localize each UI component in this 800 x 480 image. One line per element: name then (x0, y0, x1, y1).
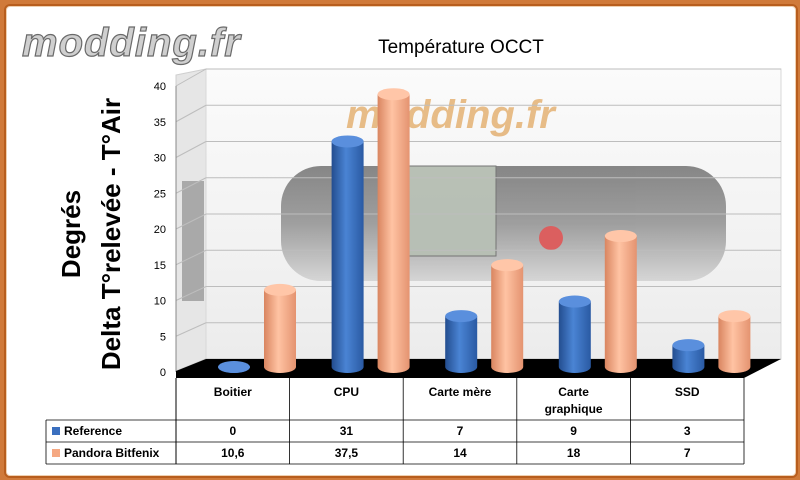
gridline-side (175, 213, 207, 230)
chart-frame: modding.fr Température OCCT Degrés Delta… (4, 4, 798, 478)
legend-swatch (52, 449, 60, 457)
bar-pandora-2 (491, 259, 524, 373)
gridline-side (175, 322, 207, 337)
bar-reference-3 (558, 295, 591, 373)
legend-label: Reference (64, 424, 122, 438)
chart: modding.fr Température OCCT Degrés Delta… (21, 20, 782, 465)
bar-reference-4 (672, 339, 705, 373)
gridline-side (175, 177, 207, 194)
y-tick-label: 5 (160, 331, 166, 343)
y-tick-label: 35 (154, 117, 166, 129)
x-tick-label: graphique (545, 402, 603, 416)
watermark-logo: modding.fr (22, 21, 242, 65)
bar-pandora-1 (377, 88, 410, 373)
gridline-side (175, 104, 207, 123)
table-cell: 7 (684, 446, 691, 460)
bar-reference-0 (218, 361, 250, 373)
table-cell: 14 (453, 446, 467, 460)
y-axis-label-line1: Degrés (56, 190, 86, 278)
gridline-side (175, 286, 207, 301)
y-axis-ticks: 0 5 10 15 20 25 30 35 40 (154, 81, 177, 379)
table-cell: 7 (457, 424, 464, 438)
bar-reference-2 (445, 310, 478, 373)
y-tick-label: 40 (154, 81, 166, 93)
y-tick-label: 30 (154, 153, 166, 165)
y-tick-label: 15 (154, 260, 166, 272)
table-cell: 31 (340, 424, 354, 438)
table-cell: 18 (567, 446, 581, 460)
x-tick-label: CPU (334, 385, 359, 399)
y-tick-label: 0 (160, 367, 166, 379)
y-tick-label: 10 (154, 296, 166, 308)
y-tick-label: 25 (154, 188, 166, 200)
table-cell: 10,6 (221, 446, 245, 460)
y-tick-label: 20 (154, 224, 166, 236)
gridline-side (175, 249, 207, 266)
bar-pandora-3 (604, 230, 637, 373)
chart-title: Température OCCT (378, 37, 544, 58)
data-table: Boitier CPU Carte mère Carte graphique SSD Ref… (45, 378, 745, 465)
bars (218, 88, 751, 373)
x-tick-label: Boitier (214, 385, 252, 399)
table-cell: 0 (229, 424, 236, 438)
bar-pandora-4 (718, 310, 751, 373)
x-tick-label: Carte mère (429, 385, 492, 399)
table-cell: 37,5 (335, 446, 359, 460)
gridline-side (175, 141, 207, 158)
x-tick-label: SSD (675, 385, 700, 399)
table-cell: 3 (684, 424, 691, 438)
x-tick-label: Carte (558, 385, 589, 399)
legend-label: Pandora Bitfenix (64, 446, 160, 460)
bar-pandora-0 (264, 283, 296, 373)
legend-swatch (52, 427, 60, 435)
y-axis-label-line2: Delta T°relevée - T°Air (96, 98, 126, 370)
gridline-side (175, 68, 207, 87)
bar-reference-1 (331, 135, 364, 373)
power-button-icon (539, 226, 563, 250)
table-cell: 9 (570, 424, 577, 438)
